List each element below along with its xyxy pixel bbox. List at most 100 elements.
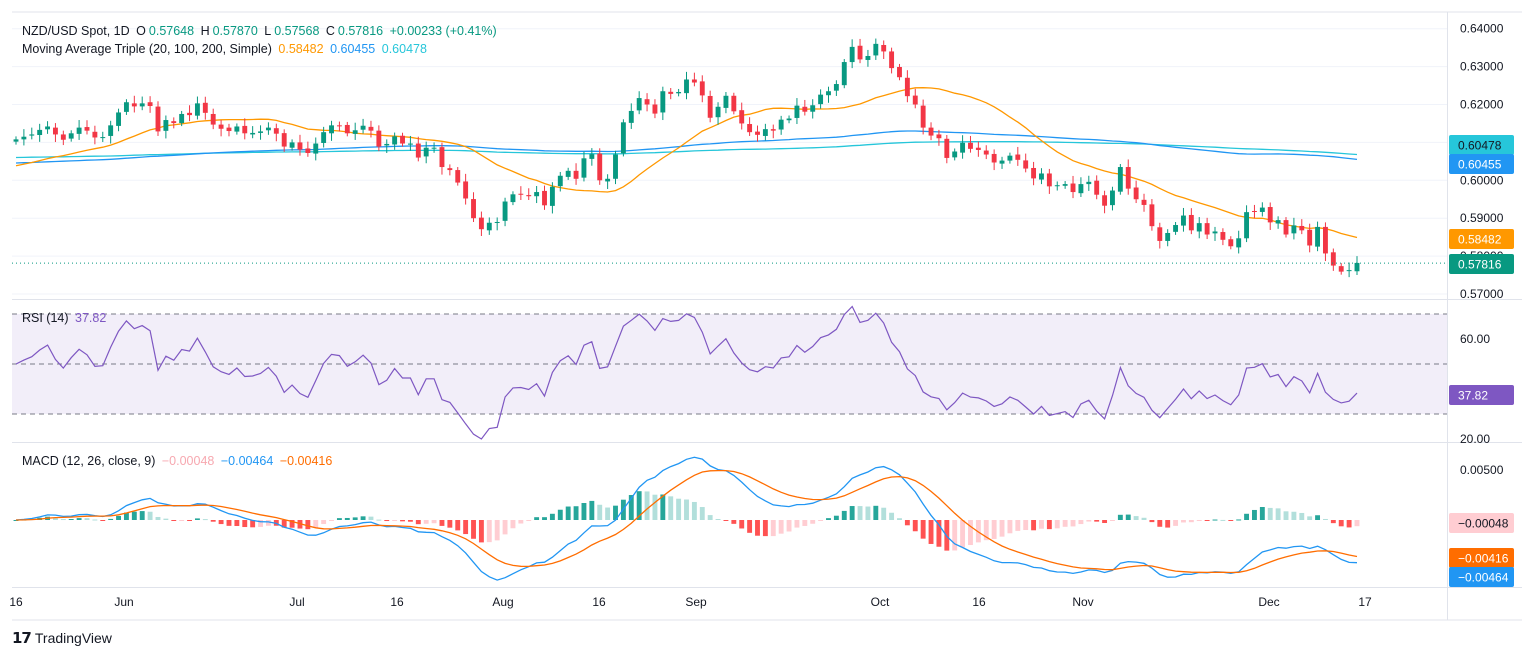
candle-body <box>147 102 153 107</box>
candle-body <box>881 44 887 52</box>
candle-body <box>770 129 776 131</box>
candle-body <box>1323 226 1328 254</box>
time-tick-label: 16 <box>592 595 606 609</box>
ma20-value: 0.58482 <box>278 42 324 56</box>
candle-body <box>1252 210 1257 212</box>
macd-line <box>15 456 1358 581</box>
candle-body <box>644 99 650 105</box>
candle-body <box>1102 195 1108 206</box>
candle-body <box>1062 184 1068 186</box>
candle-body <box>723 95 729 108</box>
candle-body <box>802 106 808 112</box>
signal-line <box>15 469 1358 574</box>
candle-body <box>1354 262 1360 272</box>
ma-legend: Moving Average Triple (20, 100, 200, Sim… <box>22 42 430 56</box>
candle-body <box>281 133 287 147</box>
macd-histogram-bar <box>904 520 910 526</box>
candle-body <box>1054 185 1060 187</box>
macd-histogram-bar <box>881 507 887 520</box>
macd-histogram-bar <box>1275 508 1281 520</box>
candle-body <box>1259 207 1265 212</box>
macd-histogram-bar <box>1078 520 1084 525</box>
time-tick-label: Jul <box>289 595 304 609</box>
candle-body <box>234 126 240 132</box>
candle-body <box>1204 223 1210 235</box>
macd-histogram-bar <box>755 520 760 536</box>
candle-body <box>676 91 682 94</box>
signal-price-label-badge <box>1449 548 1514 568</box>
time-tick-label: Nov <box>1072 595 1093 609</box>
candle-body <box>116 112 121 126</box>
time-tick-label: Aug <box>492 595 513 609</box>
macd-histogram-bar <box>384 520 390 522</box>
macd-histogram-bar <box>1291 511 1297 520</box>
candle-body <box>731 95 737 112</box>
candle-body <box>194 103 200 116</box>
macd-histogram-bar <box>534 517 540 520</box>
candle-body <box>573 170 579 179</box>
macd-histogram-bar <box>1062 520 1068 527</box>
macd-histogram-bar <box>802 520 808 526</box>
price-tick-label: 0.64000 <box>1460 22 1504 36</box>
candle-body <box>857 45 863 60</box>
candle-body <box>376 130 382 147</box>
candle-body <box>1346 270 1352 272</box>
candle-body <box>628 110 634 123</box>
macd-histogram-bar <box>147 511 153 520</box>
candle-body <box>226 127 232 132</box>
macd-histogram-bar <box>1046 520 1052 530</box>
candle-body <box>45 126 50 130</box>
candle-body <box>1267 207 1273 223</box>
candle-body <box>1181 215 1186 226</box>
macd-histogram-bar <box>52 517 58 520</box>
candle-body <box>1299 225 1305 231</box>
macd-histogram-bar <box>1181 520 1186 523</box>
price-tick-label: 0.57000 <box>1460 287 1504 301</box>
macd-histogram-bar <box>494 520 500 541</box>
candle-body <box>518 193 524 195</box>
macd-histogram-bar <box>179 520 185 521</box>
candle-body <box>344 124 350 134</box>
macd-histogram-bar <box>376 519 382 521</box>
candle-body <box>392 136 398 145</box>
candle-body <box>297 142 303 150</box>
macd-histogram-bar <box>368 516 374 520</box>
high-value: 0.57870 <box>212 24 258 38</box>
candle-body <box>163 120 169 131</box>
macd-histogram-bar <box>1188 520 1194 523</box>
candle-body <box>1039 173 1044 180</box>
rsi-legend: RSI (14) 37.82 <box>22 311 109 325</box>
candle-body <box>1283 220 1289 235</box>
candle-body <box>810 105 816 112</box>
macd-histogram-bar <box>486 520 492 543</box>
macd-histogram-bar <box>242 520 248 528</box>
macd-histogram-bar <box>968 520 973 546</box>
candle-body <box>1338 266 1344 272</box>
tradingview-brand[interactable]: 𝟭𝟳 TradingView <box>12 629 112 647</box>
macd-histogram-bar <box>1323 518 1328 520</box>
candle-body <box>1196 223 1202 232</box>
macd-histogram-bar <box>1110 520 1115 521</box>
signal-legend-value: −0.00416 <box>279 454 333 468</box>
macd-histogram-bar <box>810 520 816 524</box>
candle-body <box>439 147 445 168</box>
macd-histogram-bar <box>297 520 303 529</box>
close-price-label-badge <box>1449 254 1514 274</box>
hist-price-label-text: −0.00048 <box>1458 517 1509 531</box>
macd-histogram-bar <box>1252 509 1257 520</box>
ma20-price-label-badge <box>1449 229 1514 249</box>
macd-histogram-bar <box>321 520 327 524</box>
candle-body <box>936 134 942 139</box>
macd-histogram-bar <box>920 520 926 539</box>
candle-body <box>1165 232 1171 241</box>
candle-body <box>620 122 626 154</box>
macd-histogram-bar <box>628 495 634 520</box>
candle-body <box>826 91 831 96</box>
macd-histogram-bar <box>841 510 847 520</box>
brand-name: TradingView <box>34 630 112 646</box>
candle-body <box>123 102 129 112</box>
candle-body <box>833 84 839 91</box>
macd-legend: MACD (12, 26, close, 9) −0.00048 −0.0046… <box>22 454 335 468</box>
candle-body <box>652 104 658 114</box>
